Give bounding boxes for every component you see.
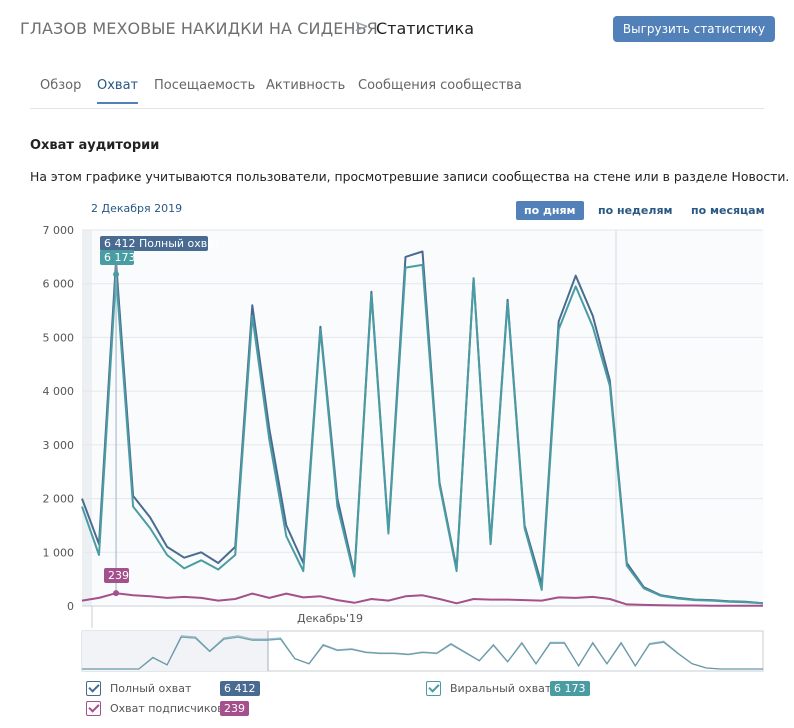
tab-community-messages[interactable]: Сообщения сообщества [358, 78, 522, 93]
legend-value-subscriber-reach: 239 [220, 701, 249, 716]
legend-label-subscriber-reach: Охват подписчиков [110, 702, 224, 715]
reach-chart[interactable]: 7 000 6 000 5 000 4 000 3 000 2 000 1 000 0 Дека… [0, 220, 794, 675]
plot-area [82, 230, 763, 606]
export-stats-button[interactable]: Выгрузить статистику [613, 16, 775, 42]
tab-overview[interactable]: Обзор [40, 78, 82, 93]
breadcrumb-current: Статистика [376, 19, 474, 38]
y-tick-label: 6 000 [43, 278, 75, 291]
breadcrumb-group-name[interactable]: ГЛАЗОВ МЕХОВЫЕ НАКИДКИ НА СИДЕНЬЯ [20, 19, 378, 38]
plot-left-shade [82, 230, 92, 606]
y-tick-label: 1 000 [43, 546, 75, 559]
stats-tabs: Обзор Охват Посещаемость Активность Сооб… [30, 72, 764, 109]
x-tick-label: Декабрь'19 [297, 612, 363, 625]
series-line-2 [81, 592, 763, 607]
checkbox-viral-reach[interactable] [426, 681, 441, 696]
tooltip-viral-reach: 6 173 [104, 251, 136, 264]
tooltip-subscriber-reach-bg [104, 568, 129, 583]
y-tick-label: 7 000 [43, 224, 75, 237]
tab-activity[interactable]: Активность [266, 78, 346, 93]
tab-attendance[interactable]: Посещаемость [154, 78, 256, 93]
navigator-line-full [82, 635, 763, 670]
legend-item-full-reach[interactable]: Полный охват [86, 681, 191, 696]
period-days-button[interactable]: по дням [516, 201, 584, 220]
legend-value-full-reach: 6 412 [220, 681, 260, 696]
tooltip-subscriber-reach: 239 [108, 569, 129, 582]
y-tick-label: 0 [67, 600, 74, 613]
legend-item-viral-reach[interactable]: Виральный охват [426, 681, 551, 696]
legend-label-viral-reach: Виральный охват [450, 682, 552, 695]
navigator-line-viral [82, 636, 763, 670]
legend-item-subscriber-reach[interactable]: Охват подписчиков [86, 701, 224, 716]
y-tick-label: 3 000 [43, 439, 75, 452]
page-header: ГЛАЗОВ МЕХОВЫЕ НАКИДКИ НА СИДЕНЬЯ > Стат… [0, 0, 794, 58]
tab-reach[interactable]: Охват [97, 78, 139, 104]
breadcrumb-separator: > [354, 16, 370, 37]
hover-point-viral [113, 271, 120, 278]
series-line-1 [81, 263, 764, 605]
section-title: Охват аудитории [30, 138, 160, 153]
chart-date: 2 Декабря 2019 [91, 202, 183, 215]
tooltip-viral-reach-bg [100, 250, 134, 265]
section-description: На этом графике учитываются пользователи… [30, 169, 790, 184]
legend-label-full-reach: Полный охват [110, 682, 192, 695]
hover-point-subscribers [113, 590, 120, 597]
period-months-button[interactable]: по месяцам [691, 204, 765, 217]
period-weeks-button[interactable]: по неделям [598, 204, 673, 217]
legend-value-viral-reach: 6 173 [550, 681, 590, 696]
checkbox-subscriber-reach[interactable] [86, 701, 101, 716]
y-tick-label: 2 000 [43, 493, 75, 506]
y-tick-label: 4 000 [43, 385, 75, 398]
checkbox-full-reach[interactable] [86, 681, 101, 696]
tooltip-full-reach: 6 412 Полный охват [104, 237, 221, 250]
tooltip-full-reach-bg [100, 236, 208, 251]
y-tick-label: 5 000 [43, 331, 75, 344]
